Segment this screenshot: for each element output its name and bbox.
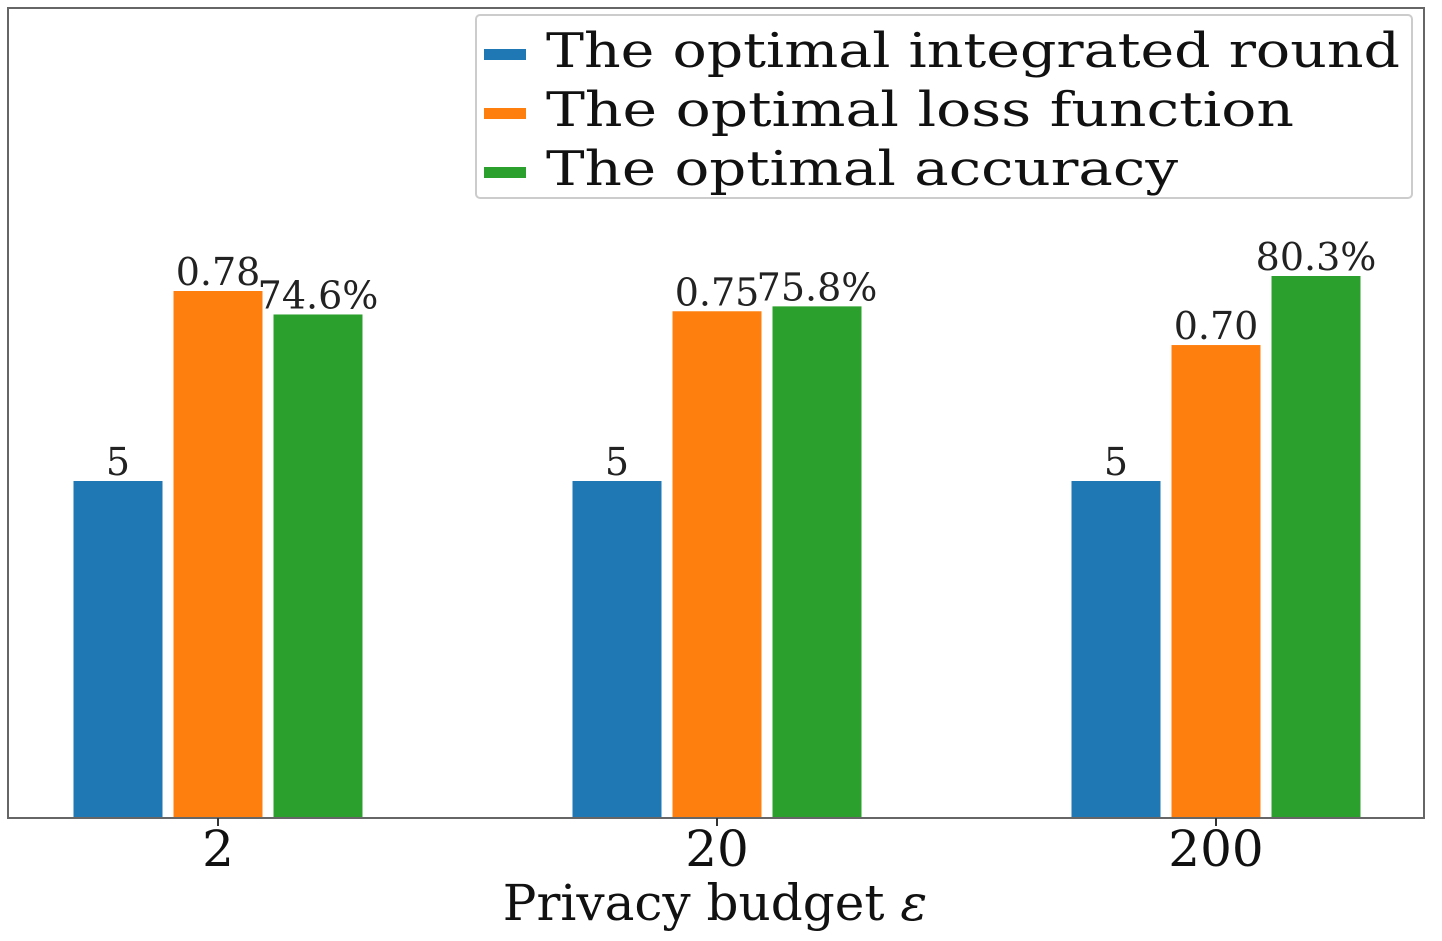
bar-value-label: 75.8% [757, 265, 878, 309]
x-tick-label: 200 [1168, 820, 1263, 878]
bar-series-2-200 [1171, 345, 1261, 818]
x-tick-label: 20 [685, 820, 749, 878]
x-axis-label-text: Privacy budget [503, 874, 885, 932]
bar-series-2-20 [672, 311, 762, 818]
bar-value-label: 5 [605, 440, 629, 484]
x-tick-label: 2 [202, 820, 234, 878]
bar-series-3-20 [772, 306, 862, 818]
bar-value-label: 74.6% [258, 273, 379, 317]
legend-label: The optimal accuracy [546, 141, 1178, 197]
bar-series-3-200 [1271, 276, 1361, 818]
bars-layer [73, 276, 1361, 818]
bar-value-label: 0.70 [1174, 304, 1259, 348]
legend-swatch [484, 167, 526, 178]
bar-value-label: 5 [1104, 440, 1128, 484]
legend-swatch [484, 49, 526, 60]
bar-series-3-2 [273, 314, 363, 818]
legend-label: The optimal loss function [546, 82, 1294, 138]
bar-series-1-200 [1071, 481, 1161, 818]
bar-value-label: 0.75 [675, 270, 760, 314]
bar-series-2-2 [173, 291, 263, 818]
bar-series-1-2 [73, 481, 163, 818]
x-axis-label: Privacy budget ε [503, 874, 927, 932]
x-axis-ticks: 2 20 200 [202, 818, 1264, 878]
bar-value-label: 5 [106, 440, 130, 484]
legend-swatch [484, 108, 526, 119]
legend-label: The optimal integrated round [546, 23, 1400, 79]
legend-box [475, 14, 1413, 199]
bar-series-1-20 [572, 481, 662, 818]
bar-value-labels: 5 5 5 0.78 0.75 0.70 74.6% 75.8% 80.3% [106, 235, 1376, 484]
x-axis-label-symbol: ε [900, 874, 927, 932]
bar-value-label: 0.78 [176, 250, 261, 294]
bar-value-label: 80.3% [1256, 235, 1377, 279]
